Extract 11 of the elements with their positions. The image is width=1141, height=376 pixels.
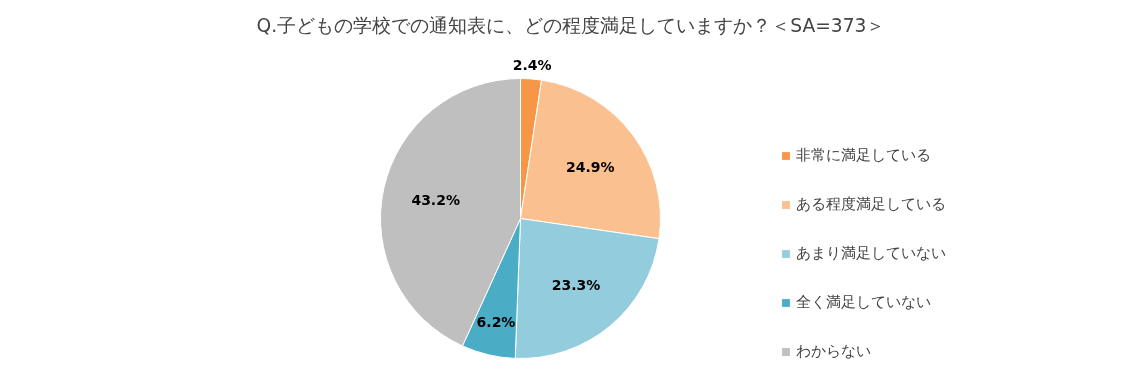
data-label: 24.9% (565, 158, 615, 175)
data-label: 2.4% (512, 56, 552, 73)
legend-label: ある程度満足している (796, 195, 946, 214)
data-label: 6.2% (476, 314, 516, 331)
data-label: 23.3% (551, 277, 601, 294)
legend-label: 非常に満足している (796, 146, 931, 165)
data-label: 43.2% (411, 192, 460, 209)
legend-label: わからない (796, 342, 871, 361)
legend-label: 全く満足していない (796, 293, 931, 312)
legend-label: あまり満足していない (796, 244, 946, 263)
chart-title: Q.子どもの学校での通知表に、どの程度満足していますか？＜SA=373＞ (256, 14, 886, 36)
